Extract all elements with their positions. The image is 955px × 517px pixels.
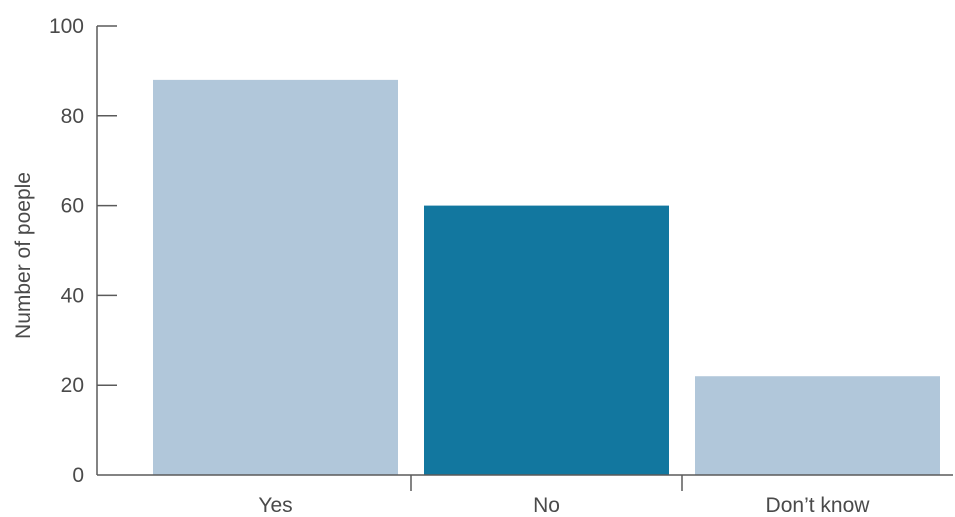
y-tick-label: 0 xyxy=(72,464,84,487)
bar-2 xyxy=(695,376,940,475)
y-tick-label: 20 xyxy=(61,374,84,397)
x-category-label: Don’t know xyxy=(766,494,871,517)
y-tick-label: 40 xyxy=(61,284,84,307)
y-ticks-group: 0 20 40 60 80 100 xyxy=(49,15,117,487)
x-category-label: Yes xyxy=(258,494,292,517)
bars-group xyxy=(153,79,940,475)
y-tick-label: 100 xyxy=(49,15,84,38)
bar-1 xyxy=(424,205,669,475)
y-axis-title: Number of poeple xyxy=(12,172,35,339)
x-ticks-group: Yes No Don’t know xyxy=(258,475,870,517)
y-tick-label: 60 xyxy=(61,195,84,218)
bar-0 xyxy=(153,79,398,475)
y-tick-label: 80 xyxy=(61,105,84,128)
x-category-label: No xyxy=(533,494,560,517)
